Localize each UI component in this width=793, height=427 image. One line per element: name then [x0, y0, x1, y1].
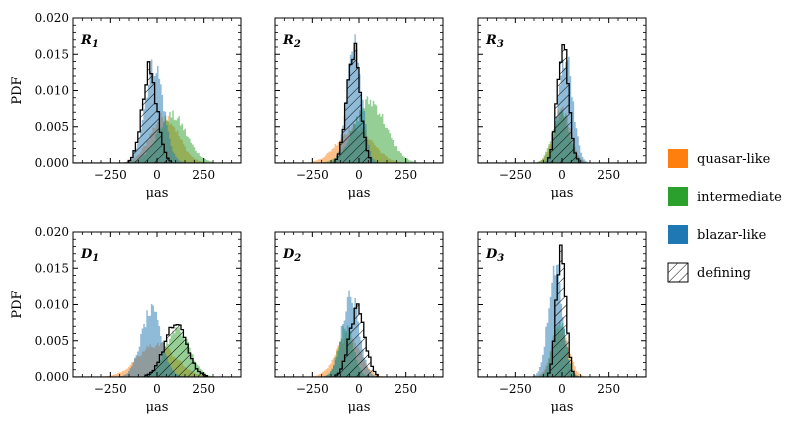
x-tick-label: 250 [192, 382, 215, 396]
x-tick-label: −250 [94, 382, 127, 396]
panel-label-letter: R [485, 33, 497, 48]
panel-label-letter: D [282, 247, 295, 262]
legend-label: intermediate [697, 190, 782, 205]
plot-area [478, 43, 646, 163]
legend-label: defining [697, 266, 751, 281]
x-tick-label: 250 [394, 168, 417, 182]
x-tick-label: 250 [597, 382, 620, 396]
x-tick-label: 0 [558, 382, 566, 396]
hist-blazar-like [73, 304, 241, 377]
panel-label: R1 [80, 33, 99, 50]
hist-defining [73, 323, 241, 377]
x-tick-label: 0 [153, 382, 161, 396]
hist-defining [275, 42, 443, 163]
y-tick-label: 0.005 [35, 334, 69, 348]
x-tick-label: 0 [355, 382, 363, 396]
panel-label-subscript: 3 [497, 253, 504, 264]
y-axis-title: PDF [10, 76, 25, 104]
legend-swatch [668, 187, 688, 206]
legend: quasar-like intermediate blazar-like defini… [667, 149, 782, 283]
y-tick-label: 0.010 [35, 298, 69, 312]
y-tick-label: 0.000 [35, 370, 69, 384]
panel-label-letter: R [282, 33, 294, 48]
panel-label: D1 [80, 247, 99, 264]
x-tick-label: 250 [597, 168, 620, 182]
panel-label: R3 [485, 33, 504, 50]
legend-item-blazar-like: blazar-like [668, 225, 767, 244]
x-axis-title: μas [146, 186, 169, 201]
plot-area [73, 304, 241, 377]
panel-label-letter: D [485, 247, 498, 262]
panel-label-subscript: 1 [92, 253, 99, 264]
hist-defining [275, 303, 443, 377]
x-tick-label: −250 [499, 382, 532, 396]
x-tick-label: −250 [499, 168, 532, 182]
panel-D1: −250 0 250 0.000 0.005 0.010 0.015 0.020 μas PDF D… [10, 225, 242, 415]
legend-label: blazar-like [697, 228, 767, 243]
x-axis-title: μas [551, 186, 574, 201]
legend-label: quasar-like [697, 152, 771, 167]
x-tick-label: −250 [296, 382, 329, 396]
panel-label-letter: D [80, 247, 93, 262]
x-tick-label: −250 [94, 168, 127, 182]
x-tick-label: 0 [153, 168, 161, 182]
panel-label: D3 [485, 247, 504, 264]
y-tick-label: 0.010 [35, 84, 69, 98]
plot-area [478, 244, 646, 377]
panel-label: R2 [282, 33, 301, 50]
panel-label-subscript: 2 [293, 253, 301, 264]
x-tick-label: −250 [296, 168, 329, 182]
y-axis-title: PDF [10, 290, 25, 318]
panel-label-subscript: 2 [293, 39, 301, 50]
legend-item-defining: defining [667, 262, 751, 283]
panel-label-subscript: 1 [92, 39, 99, 50]
legend-item-quasar-like: quasar-like [668, 149, 771, 168]
plot-area [73, 59, 241, 163]
hist-defining [73, 61, 241, 163]
x-axis-title: μas [348, 186, 371, 201]
panel-R2: −250 0 250 μas R2 [274, 17, 444, 201]
legend-swatch [668, 225, 688, 244]
legend-swatch [668, 149, 688, 168]
y-tick-label: 0.015 [35, 261, 69, 275]
x-tick-label: 250 [192, 168, 215, 182]
panel-D2: −250 0 250 μas D2 [274, 231, 444, 415]
panel-label-letter: R [80, 33, 92, 48]
y-tick-label: 0.005 [35, 120, 69, 134]
hist-defining [478, 43, 646, 163]
y-tick-label: 0.020 [35, 225, 69, 239]
x-axis-title: μas [146, 400, 169, 415]
panel-label-subscript: 3 [497, 39, 504, 50]
x-tick-label: 250 [394, 382, 417, 396]
plot-area [275, 290, 443, 377]
x-axis-title: μas [348, 400, 371, 415]
x-axis-title: μas [551, 400, 574, 415]
plot-area [275, 34, 443, 163]
y-tick-label: 0.020 [35, 11, 69, 25]
hist-defining [478, 244, 646, 377]
x-tick-label: 0 [558, 168, 566, 182]
legend-item-intermediate: intermediate [668, 187, 782, 206]
panel-label: D2 [282, 247, 301, 264]
legend-swatch [667, 262, 689, 283]
y-tick-label: 0.000 [35, 156, 69, 170]
panel-R1: −250 0 250 0.000 0.005 0.010 0.015 0.020 μas PDF R… [10, 11, 242, 201]
y-tick-label: 0.015 [35, 47, 69, 61]
x-tick-label: 0 [355, 168, 363, 182]
panel-D3: −250 0 250 μas D3 [477, 231, 647, 415]
panels: −250 0 250 0.000 0.005 0.010 0.015 0.020 μas PDF R… [10, 11, 647, 415]
panel-R3: −250 0 250 μas R3 [477, 17, 647, 201]
